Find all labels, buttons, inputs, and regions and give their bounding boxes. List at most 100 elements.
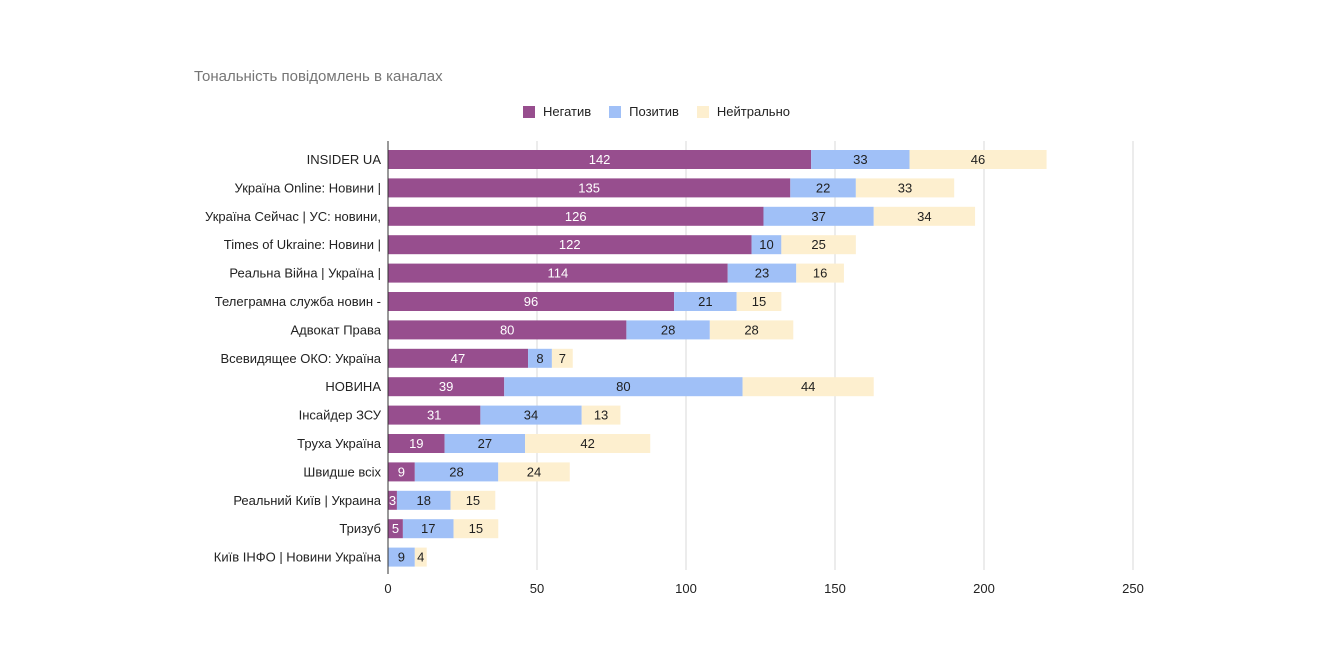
data-label: 24	[527, 464, 541, 479]
bar-segment-negative[interactable]	[388, 434, 445, 453]
bar-segment-negative[interactable]	[388, 377, 505, 397]
data-label: 15	[752, 294, 766, 309]
bar-segment-negative[interactable]	[388, 178, 791, 198]
bar-segment-positive[interactable]	[388, 547, 415, 567]
bar-segment-negative[interactable]	[388, 519, 403, 539]
bar-segment-neutral[interactable]	[709, 320, 794, 340]
bar-segment-negative[interactable]	[388, 292, 675, 311]
data-label: 114	[547, 266, 568, 281]
bar-segment-negative[interactable]	[388, 206, 764, 226]
bar-segment-positive[interactable]	[396, 490, 451, 510]
bar-segment-neutral[interactable]	[873, 206, 976, 226]
data-label: 28	[744, 322, 758, 337]
category-label: Україна Сейчас | УС: новини,	[205, 209, 381, 224]
bar-segment-neutral[interactable]	[909, 150, 1047, 169]
legend-swatch-positive	[609, 105, 622, 118]
bar-segment-positive[interactable]	[504, 377, 743, 397]
legend-label-negative: Негатив	[543, 104, 592, 119]
bar-segment-neutral[interactable]	[498, 462, 570, 482]
data-label: 18	[417, 493, 431, 508]
legend-label-positive: Позитив	[629, 104, 679, 119]
data-label: 37	[811, 209, 825, 224]
bar-segment-negative[interactable]	[388, 150, 812, 169]
bar-segment-positive[interactable]	[811, 150, 910, 169]
bar-segment-negative[interactable]	[388, 320, 627, 340]
data-label: 47	[451, 351, 465, 366]
bar-segment-neutral[interactable]	[551, 348, 573, 368]
data-label: 15	[469, 521, 483, 536]
bar-segment-positive[interactable]	[480, 405, 582, 425]
legend-item-negative[interactable]: Негатив	[523, 104, 591, 119]
bar-segment-negative[interactable]	[388, 263, 728, 283]
category-label: Times of Ukraine: Новини |	[224, 237, 381, 252]
bar-segment-neutral[interactable]	[736, 292, 782, 311]
data-label: 5	[392, 521, 399, 536]
category-label: Телеграмна служба новин -	[215, 294, 381, 309]
data-label: 17	[421, 521, 435, 536]
bar-segment-positive[interactable]	[790, 178, 856, 198]
data-label: 34	[917, 209, 931, 224]
data-label: 135	[578, 180, 600, 195]
bar-segment-positive[interactable]	[727, 263, 797, 283]
data-label: 28	[449, 464, 463, 479]
data-label: 80	[616, 379, 630, 394]
data-label: 44	[801, 379, 815, 394]
bar-segment-neutral[interactable]	[781, 235, 856, 255]
data-label: 4	[417, 550, 424, 565]
data-label: 27	[478, 436, 492, 451]
data-label: 7	[559, 351, 566, 366]
legend-label-neutral: Нейтрально	[716, 104, 790, 119]
data-label: 16	[813, 266, 827, 281]
bar-segment-positive[interactable]	[444, 434, 526, 453]
x-tick-label: 100	[675, 581, 697, 596]
bar-segment-negative[interactable]	[388, 235, 752, 255]
bar-segment-neutral[interactable]	[855, 178, 955, 198]
data-label: 33	[898, 180, 912, 195]
category-label: Київ ІНФО | Новини Україна	[214, 550, 382, 565]
bar-segment-positive[interactable]	[414, 462, 499, 482]
data-label: 23	[755, 266, 769, 281]
bar-segment-neutral[interactable]	[581, 405, 621, 425]
bar-segment-positive[interactable]	[751, 235, 782, 255]
legend-item-neutral[interactable]: Нейтрально	[696, 104, 790, 119]
data-label: 80	[500, 322, 514, 337]
bar-segment-negative[interactable]	[388, 348, 529, 368]
bar-segment-positive[interactable]	[626, 320, 710, 340]
bar-segment-negative[interactable]	[388, 462, 415, 482]
data-label: 9	[398, 550, 405, 565]
data-label: 3	[389, 493, 396, 508]
category-label: Реальний Київ | Украина	[233, 493, 381, 508]
bar-segment-neutral[interactable]	[414, 547, 427, 567]
bar-segment-neutral[interactable]	[796, 263, 844, 283]
bar-segment-positive[interactable]	[763, 206, 874, 226]
bar-segment-negative[interactable]	[388, 490, 397, 510]
data-label: 15	[466, 493, 480, 508]
bar-segment-neutral[interactable]	[453, 519, 499, 539]
data-label: 46	[971, 152, 985, 167]
x-tick-label: 200	[973, 581, 995, 596]
category-label: Тризуб	[339, 521, 381, 536]
data-label: 13	[594, 408, 608, 423]
legend-item-positive[interactable]: Позитив	[609, 104, 679, 119]
data-label: 28	[661, 322, 675, 337]
legend-swatch-negative	[523, 105, 535, 118]
category-label: Труха Україна	[297, 436, 382, 451]
category-label: Україна Online: Новини |	[235, 180, 381, 195]
bar-segment-neutral[interactable]	[742, 377, 874, 397]
category-label: INSIDER UA	[307, 152, 382, 167]
data-label: 34	[524, 408, 538, 423]
bar-segment-negative[interactable]	[388, 405, 481, 425]
x-tick-label: 50	[530, 581, 544, 596]
data-label: 9	[398, 464, 405, 479]
legend: Негатив Позитив Нейтрально	[523, 104, 808, 119]
bar-segment-neutral[interactable]	[525, 434, 651, 453]
data-label: 39	[439, 379, 453, 394]
bar-segment-positive[interactable]	[402, 519, 454, 539]
data-label: 10	[759, 237, 773, 252]
x-tick-label: 0	[384, 581, 391, 596]
bar-segment-positive[interactable]	[674, 292, 737, 311]
bar-segment-neutral[interactable]	[450, 490, 496, 510]
bar-segment-positive[interactable]	[528, 348, 552, 368]
data-label: 42	[580, 436, 594, 451]
category-label: Адвокат Права	[290, 322, 381, 337]
